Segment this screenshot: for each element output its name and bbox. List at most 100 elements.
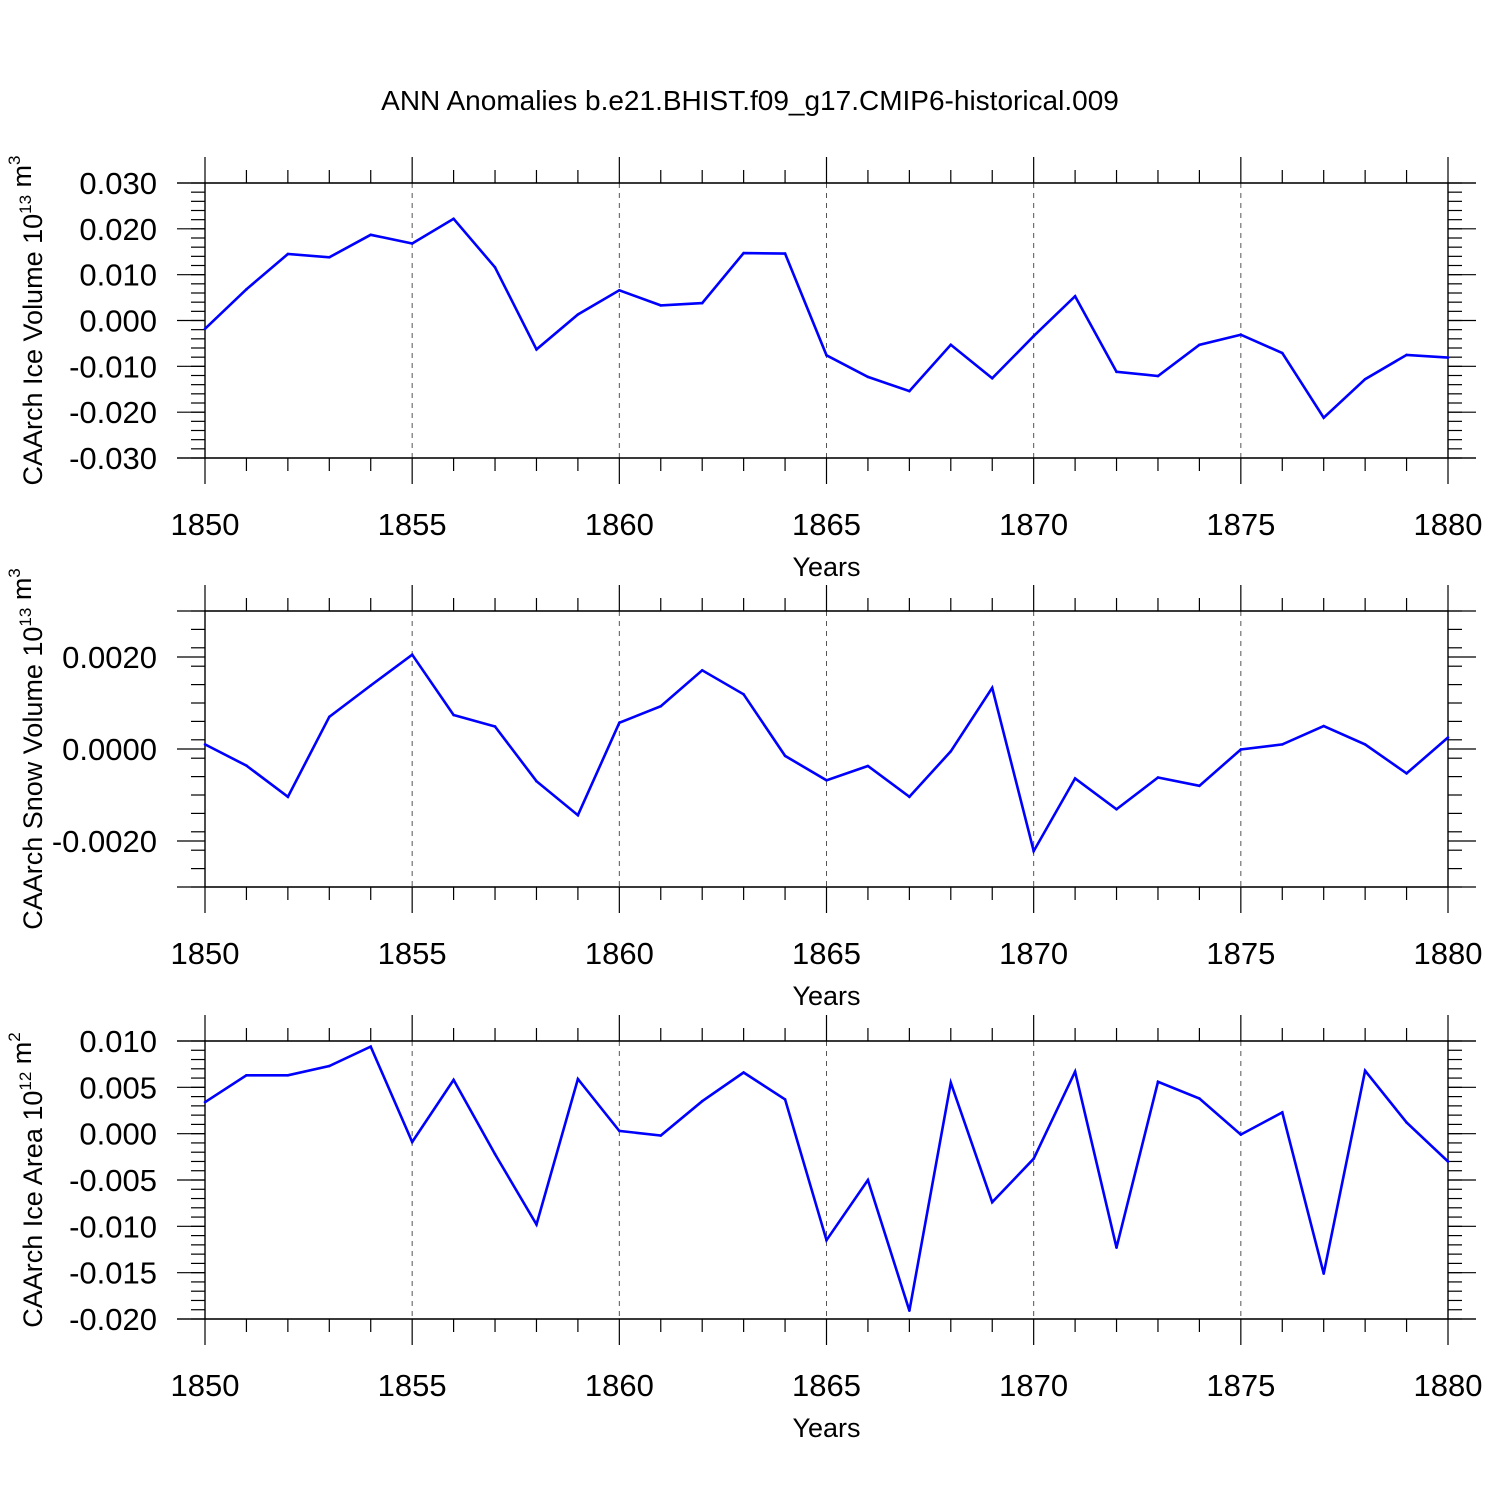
data-point (949, 750, 953, 753)
data-point (245, 1073, 248, 1077)
data-point (1073, 1070, 1077, 1073)
data-point (1032, 1157, 1035, 1160)
data-point (328, 255, 331, 259)
data-point (1073, 777, 1077, 780)
data-point (618, 1129, 621, 1133)
data-point (286, 1073, 290, 1077)
data-point (1322, 1272, 1325, 1275)
data-point (618, 288, 621, 292)
data-point (1239, 1133, 1243, 1136)
y-axis-label-part: CAArch Snow Volume 10 (18, 627, 48, 930)
data-point (659, 704, 663, 708)
x-tick-label: 1860 (585, 507, 654, 542)
x-tick-label: 1860 (585, 1368, 654, 1403)
data-point (700, 301, 704, 305)
y-tick-label: 0.000 (79, 304, 157, 339)
data-point (245, 288, 248, 291)
data-point (1032, 849, 1035, 853)
x-axis-label: Years (792, 1413, 860, 1443)
x-tick-label: 1865 (792, 1368, 861, 1403)
chart-panel-ice-volume: 0.030 0.020 0.010 0.000 -0.010 -0.020 -0.030 18… (5, 155, 1482, 582)
data-point (493, 266, 497, 269)
y-axis-label-part: CAArch Ice Volume 10 (18, 214, 48, 486)
data-point (659, 304, 663, 307)
y-tick-label: -0.0020 (52, 824, 157, 859)
data-point (1115, 807, 1118, 811)
x-tick-label: 1855 (378, 1368, 447, 1403)
data-point (576, 1077, 580, 1081)
data-point (1363, 1069, 1367, 1072)
y-axis-label-part: m (7, 578, 37, 608)
data-point (535, 348, 538, 351)
data-point (866, 375, 870, 379)
data-point (410, 1140, 414, 1144)
data-point (866, 764, 870, 768)
data-point (908, 795, 911, 799)
data-point (1156, 374, 1160, 378)
data-point (328, 715, 331, 719)
data-point (493, 725, 497, 728)
data-point (618, 721, 621, 725)
y-tick-label: -0.010 (69, 349, 157, 384)
y-tick-label: -0.030 (69, 441, 157, 476)
y-tick-label: 0.010 (79, 258, 157, 293)
data-point (535, 1223, 538, 1226)
chart-panels: 0.030 0.020 0.010 0.000 -0.010 -0.020 -0.030 18… (5, 155, 1482, 1443)
y-tick-label: -0.005 (69, 1163, 157, 1198)
figure-title: ANN Anomalies b.e21.BHIST.f09_g17.CMIP6-… (381, 85, 1119, 116)
data-point (1363, 743, 1367, 746)
data-point (410, 242, 414, 245)
data-point (908, 389, 911, 393)
data-point (1280, 1111, 1284, 1114)
x-tick-label: 1880 (1414, 936, 1483, 971)
data-point (1446, 736, 1450, 739)
data-point (1115, 1246, 1118, 1249)
data-point (783, 1098, 787, 1101)
data-point (452, 1078, 455, 1082)
data-point (1322, 724, 1325, 728)
data-point (949, 343, 953, 347)
data-point (286, 795, 290, 799)
y-axis-label: CAArch Ice Area 1012 m2 (5, 1032, 48, 1328)
data-point (1156, 1080, 1160, 1084)
data-point (700, 1099, 704, 1103)
y-tick-label: 0.0020 (62, 640, 157, 675)
x-tick-label: 1850 (171, 936, 240, 971)
x-tick-label: 1875 (1206, 1368, 1275, 1403)
data-point (1280, 743, 1284, 746)
x-tick-label: 1880 (1414, 1368, 1483, 1403)
x-tick-label: 1865 (792, 507, 861, 542)
y-axis-label-superscript: 3 (5, 568, 24, 577)
data-point (659, 1134, 663, 1137)
data-point (1446, 356, 1450, 359)
data-point (700, 669, 704, 672)
x-tick-label: 1880 (1414, 507, 1483, 542)
data-point (1198, 343, 1201, 347)
y-axis-label-part: m (7, 165, 37, 195)
chart-panel-ice-area: 0.010 0.005 0.000 -0.005 -0.010 -0.015 -0.020 1… (5, 1015, 1482, 1443)
y-axis-label-superscript: 12 (16, 1072, 35, 1091)
data-point (245, 764, 248, 767)
y-tick-label: -0.020 (69, 395, 157, 430)
data-point (369, 684, 373, 687)
data-point (452, 217, 455, 221)
data-point (1405, 353, 1408, 357)
x-tick-label: 1855 (378, 936, 447, 971)
data-point (742, 692, 745, 696)
data-point (203, 327, 207, 331)
data-point (203, 1100, 207, 1104)
x-axis-label: Years (792, 552, 860, 582)
x-tick-label: 1855 (378, 507, 447, 542)
data-point (203, 743, 207, 746)
data-point (990, 1200, 994, 1204)
data-point (1280, 351, 1284, 355)
data-point (866, 1178, 870, 1182)
y-tick-label: -0.015 (69, 1256, 157, 1291)
y-axis-label-superscript: 13 (16, 608, 35, 627)
data-point (1115, 370, 1118, 374)
data-point (825, 778, 828, 782)
data-point (369, 1045, 373, 1048)
y-axis-label: CAArch Ice Volume 1013 m3 (5, 155, 48, 485)
data-point (1198, 1097, 1201, 1100)
